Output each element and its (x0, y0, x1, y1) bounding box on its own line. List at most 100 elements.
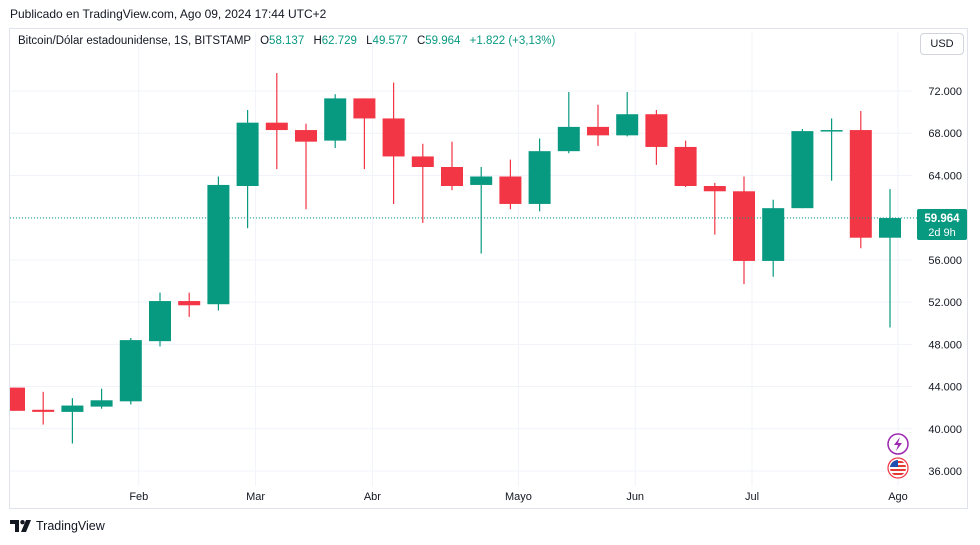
candle[interactable] (10, 387, 25, 411)
price-label-value: 59.964 (924, 213, 960, 225)
y-tick-label: 48.000 (928, 339, 962, 351)
y-tick-label: 56.000 (928, 255, 962, 267)
candle-body (149, 301, 171, 342)
open-value: 58.137 (269, 35, 305, 47)
candle-body (499, 176, 522, 204)
candle-body (820, 130, 843, 132)
candle[interactable] (441, 141, 463, 191)
x-tick-label: Jun (626, 491, 644, 503)
x-tick-label: Ago (888, 491, 908, 503)
low-value: 49.577 (372, 35, 408, 47)
open-label: O (260, 35, 270, 47)
published-note: Publicado en TradingView.com, Ago 09, 20… (10, 7, 327, 21)
x-tick-label: Mar (246, 491, 265, 503)
time-axis: Feb Mar Abr Mayo Jun Jul Ago (129, 491, 907, 503)
candle[interactable] (703, 182, 726, 235)
candle[interactable] (61, 398, 84, 444)
candle[interactable] (879, 189, 901, 328)
candle[interactable] (295, 123, 317, 210)
y-tick-label: 52.000 (928, 297, 962, 309)
candle-body (207, 184, 230, 305)
candles (10, 73, 901, 444)
candle[interactable] (324, 94, 347, 148)
candle-body (616, 114, 639, 136)
price-label-bg (917, 209, 967, 240)
high-value: 62.729 (321, 35, 357, 47)
close-label: C (416, 35, 426, 47)
candle-body (411, 156, 434, 167)
candle-body (674, 146, 697, 186)
candle[interactable] (849, 111, 872, 249)
grid-lines (10, 32, 912, 486)
candle[interactable] (499, 159, 522, 210)
candle-body (470, 176, 493, 185)
candle[interactable] (265, 73, 288, 170)
candle-body (178, 301, 201, 306)
candle[interactable] (733, 176, 755, 285)
brand-name: TradingView (36, 519, 105, 533)
candle-body (265, 122, 288, 131)
change-value: +1.822 (+3,13%) (469, 35, 556, 47)
candle-body (90, 400, 113, 407)
us-flag-icon[interactable] (887, 457, 909, 479)
price-axis: 36.00040.00044.00048.00052.00056.00060.0… (928, 86, 962, 478)
candle-body (733, 191, 755, 261)
candle[interactable] (470, 167, 493, 254)
candle[interactable] (207, 176, 230, 311)
candle[interactable] (90, 388, 113, 409)
candle[interactable] (353, 98, 376, 170)
price-label: 59.964 2d 9h (917, 209, 967, 240)
y-tick-label: 44.000 (928, 382, 962, 394)
close-value: 59.964 (425, 35, 461, 47)
x-tick-label: Jul (745, 491, 759, 503)
candle[interactable] (236, 110, 259, 229)
candle-body (61, 405, 84, 412)
candle[interactable] (149, 292, 171, 347)
candle[interactable] (32, 391, 55, 425)
candle[interactable] (528, 138, 551, 212)
footer-brand[interactable]: TradingView (10, 519, 105, 533)
candle-body (382, 118, 405, 157)
candle-body (879, 218, 901, 238)
candle-body (236, 122, 259, 186)
chart-frame (9, 28, 968, 509)
candle[interactable] (762, 199, 785, 277)
symbol-legend: Bitcoin/Dólar estadounidense, 1S, BITSTA… (18, 35, 555, 47)
candle-body (295, 130, 317, 142)
y-tick-label: 68.000 (928, 128, 962, 140)
candle[interactable] (178, 292, 201, 317)
symbol-title[interactable]: Bitcoin/Dólar estadounidense, 1S, BITSTA… (18, 35, 251, 47)
candle[interactable] (645, 110, 668, 165)
candle[interactable] (382, 82, 405, 204)
candle-body (703, 186, 726, 192)
x-tick-label: Mayo (505, 491, 532, 503)
candle[interactable] (820, 118, 843, 181)
candle[interactable] (791, 129, 814, 209)
candle[interactable] (616, 92, 639, 137)
y-tick-label: 64.000 (928, 170, 962, 182)
candle-body (587, 126, 609, 136)
candle-body (762, 208, 785, 261)
candle[interactable] (411, 143, 434, 223)
candle[interactable] (587, 104, 609, 146)
candle-body (528, 151, 551, 204)
candle[interactable] (119, 338, 142, 405)
candle-body (119, 340, 142, 402)
y-tick-label: 40.000 (928, 424, 962, 436)
y-tick-label: 72.000 (928, 86, 962, 98)
candle-body (441, 167, 463, 186)
candle[interactable] (674, 140, 697, 188)
candle[interactable] (557, 92, 580, 154)
candle-body (353, 98, 376, 119)
candle-body (324, 98, 347, 141)
x-tick-label: Feb (129, 491, 148, 503)
candle-body (791, 131, 814, 209)
x-tick-label: Abr (364, 491, 381, 503)
lightning-icon[interactable] (887, 433, 909, 455)
currency-button[interactable]: USD (920, 33, 964, 55)
candle-body (849, 130, 872, 238)
candle-body (645, 114, 668, 147)
candle-body (557, 126, 580, 152)
candle-body (10, 387, 25, 411)
